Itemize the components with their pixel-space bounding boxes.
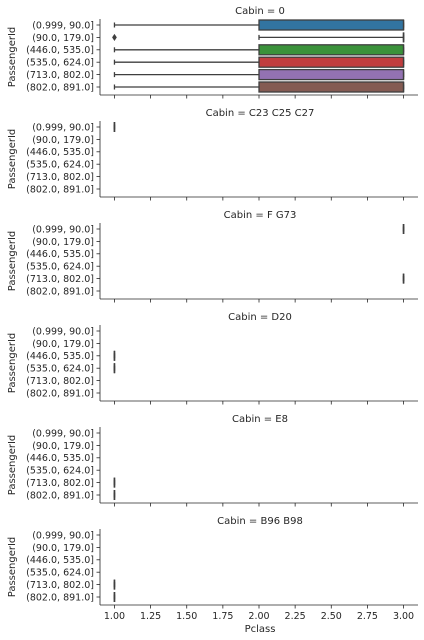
box-1-6 xyxy=(113,81,405,93)
facet-title: Cabin = D20 xyxy=(228,312,292,323)
y-tick-label: (90.0, 179.0] xyxy=(32,339,94,350)
y-tick-label: (535.0, 624.0] xyxy=(26,568,94,579)
y-tick-label: (446.0, 535.0] xyxy=(26,453,94,464)
facet-panel-1: Cabin = 0 (0.999, 90.0] (90.0, 179.0](446.… xyxy=(7,6,418,99)
x-tick-label: 1.25 xyxy=(140,611,161,622)
box-1-3 xyxy=(113,44,405,56)
y-tick-label: (90.0, 179.0] xyxy=(32,543,94,554)
facet-title: Cabin = E8 xyxy=(232,414,288,425)
y-tick-label: (446.0, 535.0] xyxy=(26,147,94,158)
y-tick-label: (0.999, 90.0] xyxy=(32,122,94,133)
y-tick-label: (90.0, 179.0] xyxy=(32,237,94,248)
facet-title: Cabin = 0 xyxy=(235,6,285,17)
x-tick-label: 2.00 xyxy=(248,611,269,622)
box-1-5 xyxy=(113,68,405,81)
x-axis-label: Pclass xyxy=(245,624,276,635)
y-tick-label: (802.0, 891.0] xyxy=(26,490,94,501)
y-tick-label: (713.0, 802.0] xyxy=(26,376,94,387)
x-tick-label: 1.00 xyxy=(104,611,125,622)
y-axis-label: PassengerId xyxy=(7,231,18,292)
x-tick-label: 3.00 xyxy=(393,611,414,622)
y-tick-label: (0.999, 90.0] xyxy=(32,428,94,439)
y-tick-label: (0.999, 90.0] xyxy=(32,530,94,541)
x-tick-label: 2.75 xyxy=(357,611,378,622)
y-tick-label: (90.0, 179.0] xyxy=(32,33,94,44)
x-tick-label: 2.25 xyxy=(285,611,306,622)
box-iqr xyxy=(258,56,405,68)
y-tick-label: (713.0, 802.0] xyxy=(26,274,94,285)
y-tick-label: (0.999, 90.0] xyxy=(32,326,94,337)
box-1-4 xyxy=(113,56,405,68)
box-1-2 xyxy=(112,32,405,43)
facet-panel-5: Cabin = E8 (0.999, 90.0] (90.0, 179.0](446… xyxy=(7,414,418,507)
y-tick-label: (713.0, 802.0] xyxy=(26,70,94,81)
y-tick-label: (802.0, 891.0] xyxy=(26,82,94,93)
y-tick-label: (90.0, 179.0] xyxy=(32,441,94,452)
y-tick-label: (802.0, 891.0] xyxy=(26,592,94,603)
y-axis-label: PassengerId xyxy=(7,435,18,496)
y-tick-label: (535.0, 624.0] xyxy=(26,160,94,171)
y-tick-label: (535.0, 624.0] xyxy=(26,58,94,69)
y-tick-label: (90.0, 179.0] xyxy=(32,135,94,146)
x-tick-label: 1.75 xyxy=(212,611,233,622)
facet-panel-2: Cabin = C23 C25 C27 (0.999, 90.0] (90.0, 1… xyxy=(7,108,418,201)
y-tick-label: (535.0, 624.0] xyxy=(26,262,94,273)
y-tick-label: (0.999, 90.0] xyxy=(32,224,94,235)
box-iqr xyxy=(258,81,405,93)
y-tick-label: (713.0, 802.0] xyxy=(26,580,94,591)
facet-title: Cabin = C23 C25 C27 xyxy=(206,108,315,119)
y-tick-label: (446.0, 535.0] xyxy=(26,351,94,362)
y-tick-label: (802.0, 891.0] xyxy=(26,184,94,195)
y-axis-label: PassengerId xyxy=(7,129,18,190)
y-axis-label: PassengerId xyxy=(7,333,18,394)
facet-title: Cabin = F G73 xyxy=(224,210,297,221)
facet-panel-6: Cabin = B96 B98 (0.999, 90.0] (90.0, 179.0… xyxy=(7,516,418,622)
y-axis-label: PassengerId xyxy=(7,27,18,88)
facet-title: Cabin = B96 B98 xyxy=(217,516,303,527)
x-tick-label: 1.50 xyxy=(176,611,197,622)
y-axis-label: PassengerId xyxy=(7,537,18,598)
box-1-1 xyxy=(113,19,405,31)
box-iqr xyxy=(258,19,405,31)
x-tick-label: 2.50 xyxy=(321,611,342,622)
y-tick-label: (0.999, 90.0] xyxy=(32,20,94,31)
box-iqr xyxy=(258,44,405,56)
y-tick-label: (802.0, 891.0] xyxy=(26,286,94,297)
y-tick-label: (802.0, 891.0] xyxy=(26,388,94,399)
y-tick-label: (713.0, 802.0] xyxy=(26,478,94,489)
y-tick-label: (446.0, 535.0] xyxy=(26,249,94,260)
y-tick-label: (535.0, 624.0] xyxy=(26,364,94,375)
y-tick-label: (446.0, 535.0] xyxy=(26,555,94,566)
outlier-point xyxy=(112,33,117,41)
facet-panel-3: Cabin = F G73(0.999, 90.0](90.0, 179.0](… xyxy=(7,210,418,303)
y-tick-label: (535.0, 624.0] xyxy=(26,466,94,477)
facet-panel-4: Cabin = D20 (0.999, 90.0] (90.0, 179.0](44… xyxy=(7,312,418,405)
y-tick-label: (446.0, 535.0] xyxy=(26,45,94,56)
y-tick-label: (713.0, 802.0] xyxy=(26,172,94,183)
box-iqr xyxy=(258,68,405,81)
